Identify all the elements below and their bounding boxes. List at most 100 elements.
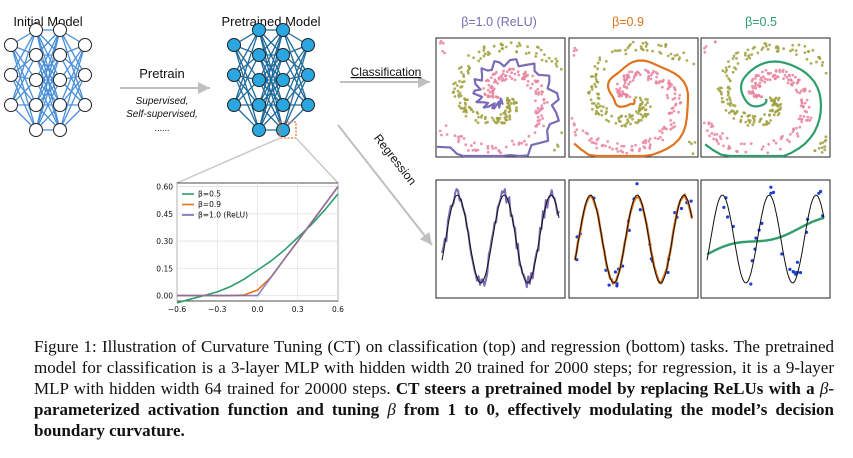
data-point xyxy=(735,57,738,60)
data-point xyxy=(725,98,729,101)
data-point xyxy=(520,77,524,81)
data-point xyxy=(788,74,791,78)
data-point xyxy=(545,101,549,104)
data-point xyxy=(508,68,511,72)
data-point xyxy=(500,74,503,78)
data-point xyxy=(540,107,544,110)
data-point xyxy=(661,79,665,83)
data-point xyxy=(753,115,757,118)
data-point xyxy=(605,118,608,122)
data-point xyxy=(644,41,648,44)
data-point xyxy=(543,101,546,105)
network-edge xyxy=(59,54,86,106)
data-point xyxy=(599,104,602,108)
data-point xyxy=(671,57,675,60)
data-point xyxy=(677,97,681,100)
data-point xyxy=(482,54,486,58)
data-point xyxy=(473,148,477,152)
data-point xyxy=(763,113,766,116)
data-point xyxy=(505,115,509,119)
data-point xyxy=(623,81,627,85)
data-point xyxy=(714,40,717,44)
data-point xyxy=(733,112,737,116)
data-point xyxy=(464,114,468,118)
data-point xyxy=(673,125,677,128)
data-point xyxy=(644,103,648,107)
data-point xyxy=(634,96,638,99)
network-node xyxy=(29,48,43,62)
network-edge xyxy=(233,44,260,106)
data-point xyxy=(456,89,460,93)
data-point xyxy=(770,98,774,101)
data-point xyxy=(754,82,757,86)
data-point xyxy=(482,49,486,52)
data-point xyxy=(600,113,604,117)
data-point xyxy=(803,44,807,48)
data-point xyxy=(779,147,782,151)
data-point xyxy=(617,92,620,95)
data-point xyxy=(596,67,599,71)
data-point xyxy=(527,134,531,138)
data-point xyxy=(638,96,642,100)
data-point xyxy=(523,139,526,143)
network-node xyxy=(78,38,92,52)
data-point xyxy=(765,121,769,124)
data-point xyxy=(687,140,691,144)
data-point xyxy=(715,132,719,136)
data-point xyxy=(515,50,518,53)
data-point xyxy=(626,120,630,124)
data-point xyxy=(491,147,495,150)
data-point xyxy=(522,75,526,79)
data-point xyxy=(799,114,802,118)
data-point xyxy=(748,56,752,60)
data-point xyxy=(647,76,650,80)
regression-panel-beta05 xyxy=(700,179,831,299)
data-point xyxy=(499,113,503,116)
data-point xyxy=(750,92,754,95)
data-point xyxy=(463,97,466,101)
data-point xyxy=(747,54,751,57)
data-point xyxy=(746,114,750,118)
activation-chart: −0.6 −0.3 0.0 0.3 0.6 0.00 0.15 0.30 0.45 0.60 β=… xyxy=(156,182,344,314)
data-point xyxy=(542,98,546,102)
sample-point xyxy=(795,260,800,264)
data-point xyxy=(655,75,658,79)
data-point xyxy=(624,124,627,128)
data-point xyxy=(641,141,645,145)
data-point xyxy=(517,73,521,77)
network-edge xyxy=(10,44,37,131)
data-point xyxy=(490,116,494,120)
decision-boundary xyxy=(436,58,560,158)
data-point xyxy=(457,67,461,70)
data-point xyxy=(719,90,723,94)
network-node xyxy=(276,23,290,37)
data-point xyxy=(768,43,771,47)
data-point xyxy=(621,90,625,93)
data-point xyxy=(614,121,618,125)
data-point xyxy=(620,124,624,128)
data-point xyxy=(595,80,599,83)
network-edge xyxy=(233,44,260,81)
data-point xyxy=(824,135,828,139)
data-point xyxy=(649,77,653,81)
data-point xyxy=(811,48,815,52)
data-point xyxy=(608,145,612,149)
data-point xyxy=(504,145,508,149)
data-point xyxy=(747,118,750,122)
data-point xyxy=(818,57,822,60)
data-point xyxy=(758,81,762,85)
data-point xyxy=(670,83,673,87)
data-point xyxy=(666,96,670,100)
data-point xyxy=(497,77,501,81)
data-point xyxy=(754,84,757,88)
data-point xyxy=(782,77,785,80)
network-edge xyxy=(282,54,309,106)
data-point xyxy=(462,137,466,140)
data-point xyxy=(685,59,689,62)
data-point xyxy=(778,70,782,74)
network-edge xyxy=(258,29,284,106)
data-point xyxy=(529,86,533,90)
data-point xyxy=(533,131,537,135)
data-point xyxy=(752,116,755,120)
network-edge xyxy=(10,44,37,106)
